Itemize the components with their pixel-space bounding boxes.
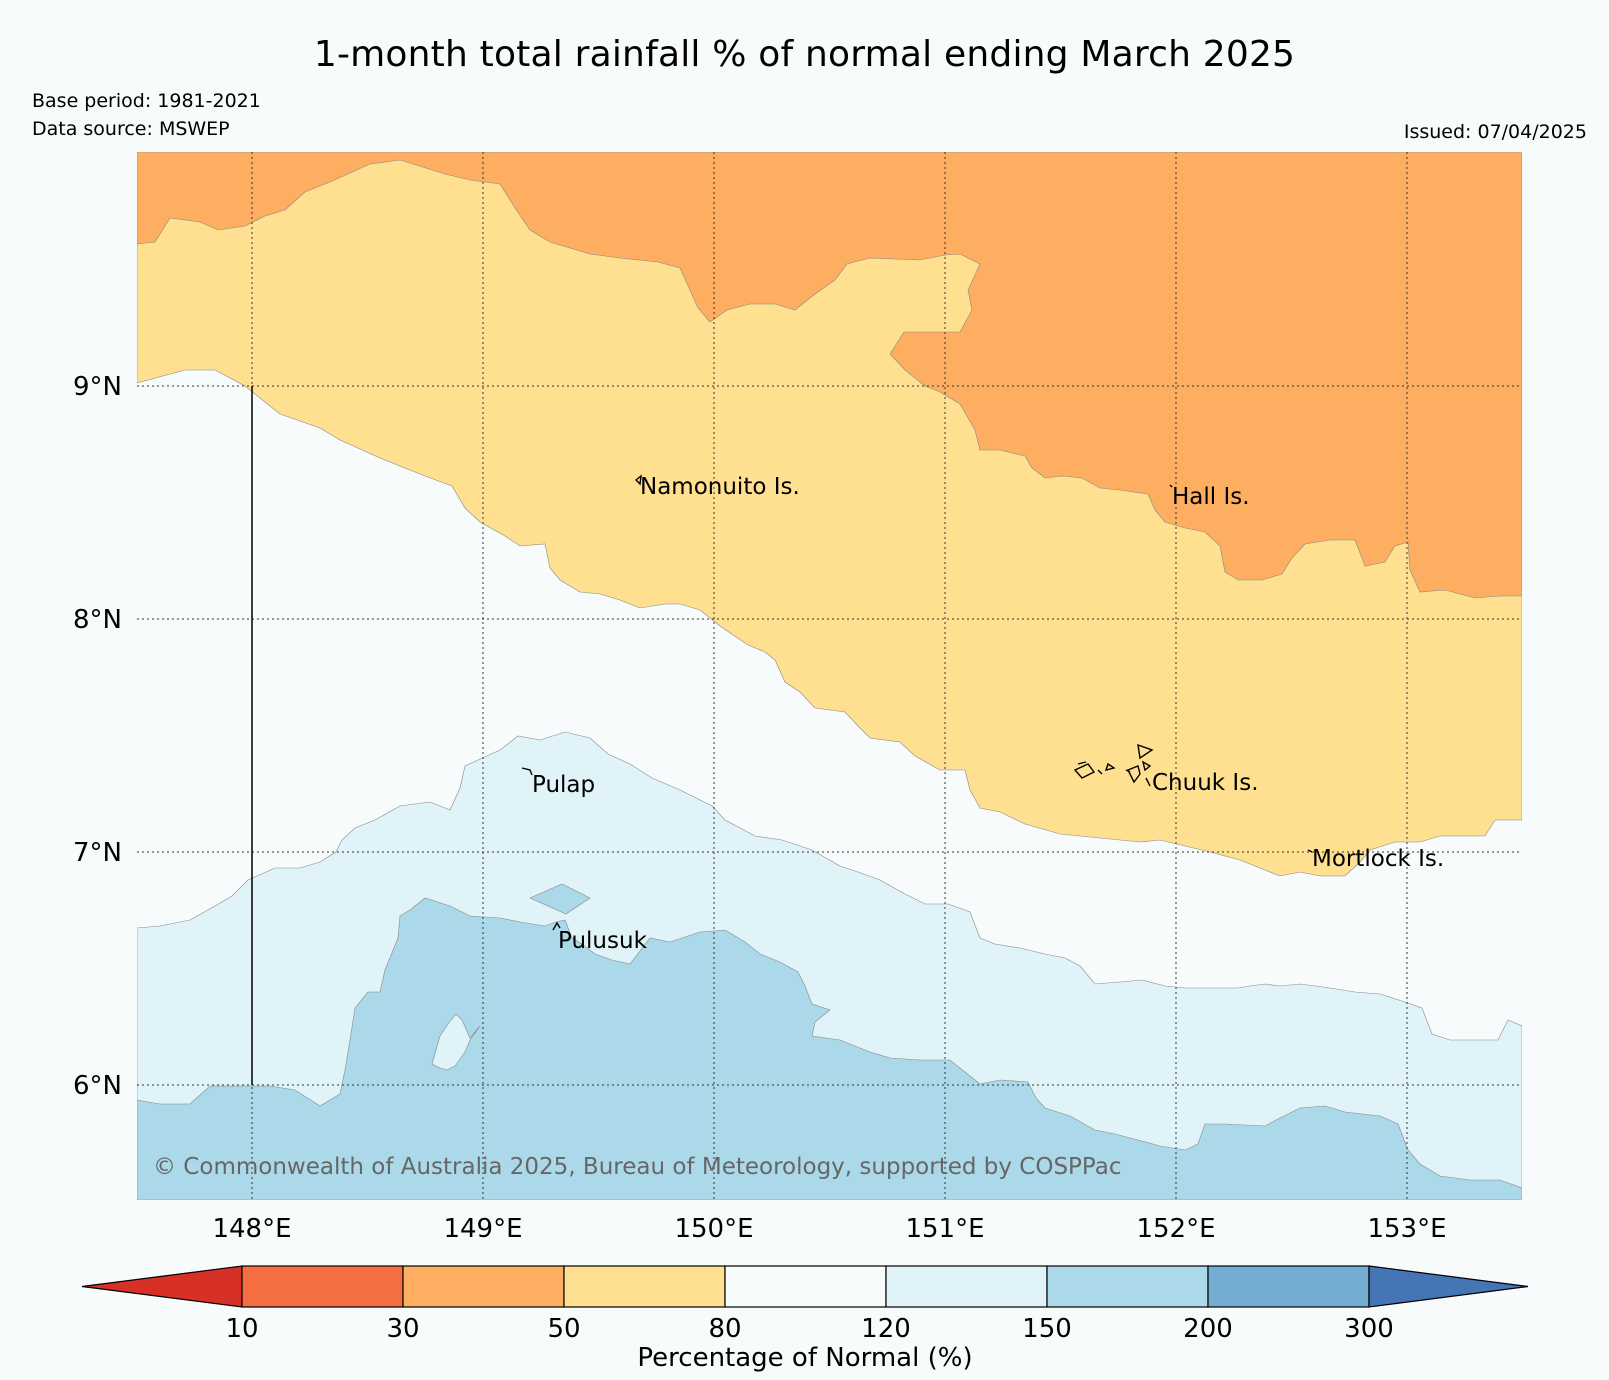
- colorbar-tick-label: 30: [386, 1314, 419, 1344]
- label-pulusuk: Pulusuk: [558, 928, 648, 954]
- colorbar-tick-label: 50: [547, 1314, 580, 1344]
- label-hall-is: Hall Is.: [1172, 484, 1250, 510]
- lon-label-151e: 151°E: [905, 1214, 984, 1244]
- colorbar: [81, 1265, 1529, 1308]
- hall-island-marker: [1169, 484, 1173, 488]
- label-namonuito-is: Namonuito Is.: [640, 474, 800, 500]
- label-pulap: Pulap: [532, 772, 595, 798]
- colorbar-extend-max: [1368, 1265, 1529, 1308]
- mortlock-island-marker: [1307, 849, 1313, 853]
- colorbar-segment: [1207, 1265, 1370, 1308]
- lat-label-8n: 8°N: [73, 605, 122, 635]
- colorbar-segment: [724, 1265, 887, 1308]
- colorbar-segment: [563, 1265, 726, 1308]
- lon-label-149e: 149°E: [443, 1214, 522, 1244]
- label-chuuk-is: Chuuk Is.: [1152, 770, 1259, 796]
- longitude-labels: 148°E 149°E 150°E 151°E 152°E 153°E: [212, 1214, 1446, 1244]
- colorbar-segment: [402, 1265, 565, 1308]
- colorbar-tick-label: 120: [861, 1314, 911, 1344]
- colorbar-extend-min: [81, 1265, 243, 1308]
- colorbar-title: Percentage of Normal (%): [637, 1343, 972, 1373]
- region-150-200-island: [529, 883, 591, 915]
- copyright-text: © Commonwealth of Australia 2025, Bureau…: [153, 1154, 1122, 1180]
- island-outlines: [521, 474, 1313, 931]
- pulap-island-marker: [521, 767, 533, 776]
- pulusuk-island-marker: [552, 921, 561, 931]
- colorbar-tick-label: 150: [1022, 1314, 1072, 1344]
- colorbar-tick-label: 200: [1183, 1314, 1233, 1344]
- lat-label-7n: 7°N: [73, 838, 122, 868]
- chuuk-island-markers: [1073, 743, 1154, 787]
- latitude-labels: 9°N 8°N 7°N 6°N: [73, 372, 122, 1101]
- lon-label-150e: 150°E: [674, 1214, 753, 1244]
- gridlines: [137, 152, 1522, 1200]
- lon-label-148e: 148°E: [212, 1214, 291, 1244]
- lat-label-9n: 9°N: [73, 372, 122, 402]
- colorbar-tick-label: 80: [708, 1314, 741, 1344]
- map-area: [137, 152, 1522, 1200]
- colorbar-tick-label: 300: [1344, 1314, 1394, 1344]
- lat-label-6n: 6°N: [73, 1071, 122, 1101]
- colorbar-segment: [885, 1265, 1048, 1308]
- namonuito-island-marker: [634, 474, 642, 486]
- colorbar-ticks: 10 30 50 80 120 150 200 300: [225, 1314, 1393, 1344]
- issued-date-text: Issued: 07/04/2025: [1403, 121, 1587, 143]
- colorbar-segment: [241, 1265, 404, 1308]
- lon-label-152e: 152°E: [1136, 1214, 1215, 1244]
- map-title: 1-month total rainfall % of normal endin…: [313, 34, 1296, 75]
- colorbar-segment: [1046, 1265, 1209, 1308]
- data-source-text: Data source: MSWEP: [32, 118, 230, 140]
- base-period-text: Base period: 1981-2021: [32, 90, 261, 112]
- lon-label-153e: 153°E: [1367, 1214, 1446, 1244]
- colorbar-tick-label: 10: [225, 1314, 258, 1344]
- region-120-150-pocket: [431, 1013, 481, 1071]
- label-mortlock-is: Mortlock Is.: [1312, 846, 1444, 872]
